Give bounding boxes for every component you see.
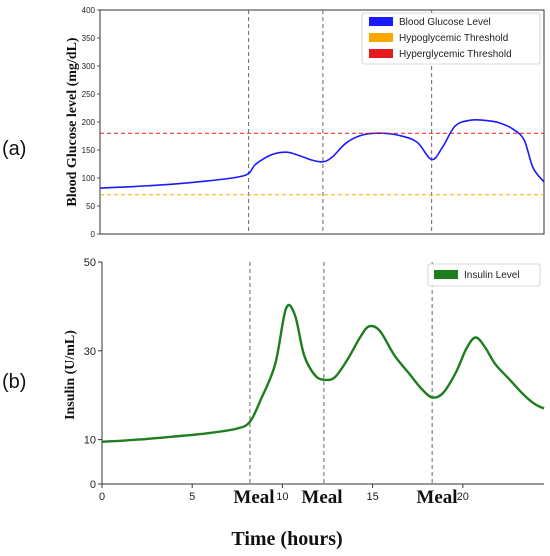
panel-label-b: (b) [2,371,26,393]
glucose-series-line-0 [99,118,545,189]
insulin-x-tick-label: 5 [189,491,195,503]
insulin-x-tick-label: 20 [457,491,469,503]
insulin-x-tick-label: 0 [99,491,105,503]
legend-label-glucose: Blood Glucose Level [399,17,491,28]
insulin-series-line-0 [101,303,545,443]
meal-label-1: Meal [233,487,274,508]
legend-label-insulin: Insulin Level [464,270,520,281]
glucose-y-tick-label: 300 [82,62,96,71]
glucose-chart: 0 50 100 150 200 250 300 350 400 Blood Glucose L… [82,6,545,239]
meal-label-3: Meal [416,487,457,508]
insulin-chart: 0 10 30 50 0 5 10 15 20 Insulin Level [84,257,545,503]
glucose-legend-box [361,12,541,65]
glucose-y-tick-label: 350 [82,34,96,43]
y-axis-title-glucose: Blood Glucose level (mg/dL) [65,37,80,207]
glucose-y-tick-label: 400 [82,6,96,15]
glucose-y-tick-label: 50 [86,202,95,211]
panel-label-a: (a) [2,138,26,160]
insulin-y-tick-label: 30 [84,346,96,358]
insulin-y-ticks: 0 10 30 50 [84,257,102,491]
glucose-y-ticks: 0 50 100 150 200 250 300 350 400 [82,6,100,239]
glucose-y-tick-label: 150 [82,146,96,155]
y-axis-title-insulin: Insulin (U/mL) [63,330,78,420]
glucose-y-tick-label: 0 [91,230,96,239]
insulin-series-group [101,303,545,443]
insulin-y-tick-label: 50 [84,257,96,269]
meal-label-2: Meal [301,487,342,508]
insulin-y-tick-label: 10 [84,435,96,447]
x-axis-title: Time (hours) [231,528,342,550]
glucose-y-tick-label: 250 [82,90,96,99]
legend-swatch-glucose [369,17,393,26]
insulin-legend: Insulin Level [427,263,541,287]
legend-swatch-insulin [434,270,458,279]
insulin-x-tick-label: 15 [366,491,378,503]
legend-swatch-hypo [369,33,393,42]
legend-label-hypo: Hypoglycemic Threshold [399,33,508,44]
legend-swatch-hyper [369,49,393,58]
insulin-x-tick-label: 10 [276,491,288,503]
insulin-meal-lines [249,262,433,484]
glucose-legend: Blood Glucose Level Hypoglycemic Thresho… [361,12,541,65]
insulin-x-ticks: 0 5 10 15 20 [99,484,469,503]
insulin-y-tick-label: 0 [90,479,96,491]
insulin-legend-box [427,263,541,287]
glucose-series-group [99,118,545,196]
glucose-y-tick-label: 200 [82,118,96,127]
glucose-y-tick-label: 100 [82,174,96,183]
legend-label-hyper: Hyperglycemic Threshold [399,49,512,60]
